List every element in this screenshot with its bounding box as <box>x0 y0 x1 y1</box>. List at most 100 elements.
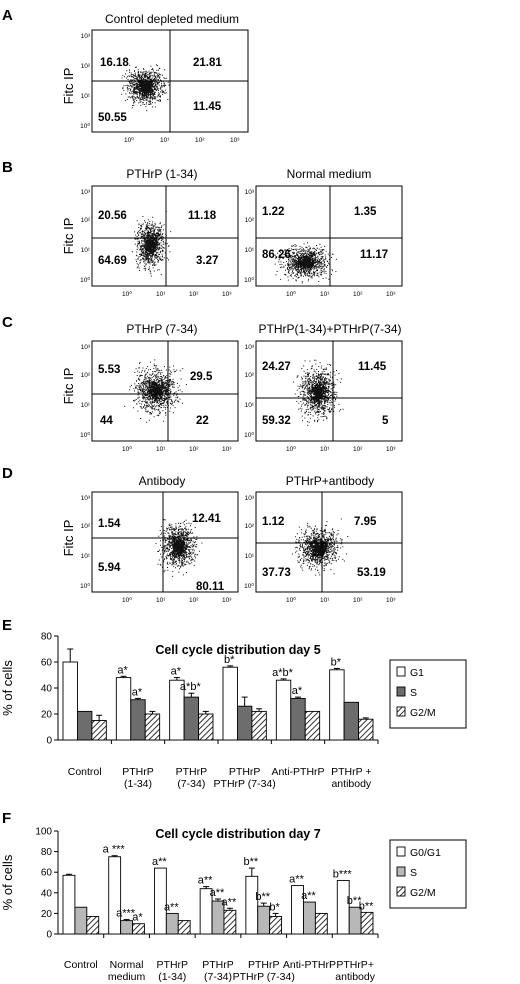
chart-title: Cell cycle distribution day 7 <box>155 827 320 841</box>
x-tick: 10³ <box>222 291 232 298</box>
y-tick-label: 20 <box>41 909 53 920</box>
legend-swatch <box>396 866 406 877</box>
x-tick-label: Anti-PTHrP <box>271 766 324 778</box>
flow-plot-c1: PTHrP (7-34) 5.53 29.5 44 22 10⁰ 10¹ 10²… <box>80 322 239 453</box>
y-tick: 10⁰ <box>244 431 254 439</box>
panel-a: A Fitc IP Control depleted medium 16.18 … <box>2 7 249 144</box>
y-tick: 10³ <box>81 344 91 351</box>
significance-label: a* <box>117 664 128 676</box>
x-tick: 10¹ <box>156 291 166 298</box>
x-tick: 10³ <box>222 446 232 453</box>
bar-chart-e: E Cell cycle distribution day 5 % of cells… <box>0 617 467 790</box>
flow-ticks-d2: 10⁰ 10¹ 10² 10³ 10⁰ 10¹ 10² 10³ <box>244 495 396 604</box>
bar <box>223 909 237 935</box>
x-tick: 10¹ <box>156 597 166 604</box>
quadrant-ur-a: 21.81 <box>193 57 222 69</box>
x-tick: 10¹ <box>156 446 166 453</box>
y-tick: 10² <box>81 217 91 224</box>
y-tick: 10² <box>245 217 255 224</box>
flow-ticks-c2: 10⁰ 10¹ 10² 10³ 10⁰ 10¹ 10² 10³ <box>244 344 396 453</box>
flow-title-c2: PTHrP(1-34)+PTHrP(7-34) <box>258 322 401 336</box>
significance-label: b*** <box>333 868 353 880</box>
panel-letter-d: D <box>2 465 13 482</box>
y-tick: 10³ <box>245 495 255 502</box>
bar <box>74 906 88 935</box>
significance-label: a** <box>222 896 237 908</box>
x-tick-label: (1-34) <box>158 971 186 983</box>
y-tick: 10⁰ <box>244 582 254 590</box>
y-tick: 10² <box>81 372 91 379</box>
y-tick: 10² <box>81 523 91 530</box>
y-axis-label-c: Fitc IP <box>61 368 76 405</box>
y-axis-label-d: Fitc IP <box>61 520 76 557</box>
x-tick: 10⁰ <box>124 136 134 144</box>
bar <box>343 701 360 741</box>
quadrant-ll-a: 50.55 <box>98 112 127 124</box>
x-tick: 10³ <box>386 446 396 453</box>
legend: G0/G1 S G2/M <box>389 839 467 909</box>
legend-label: G2/M <box>410 887 436 899</box>
quadrant-ur-d1: 12.41 <box>192 513 221 525</box>
quadrant-ul-a: 16.18 <box>100 57 129 69</box>
x-tick: 10³ <box>386 291 396 298</box>
y-tick: 10³ <box>81 33 91 40</box>
panel-b: B Fitc IP PTHrP (1-34) 20.56 11.18 64.69… <box>2 159 403 298</box>
x-tick-label: Control <box>68 766 102 778</box>
flow-frame-b1 <box>91 185 239 287</box>
legend-swatch <box>396 706 406 717</box>
significance-label: b** <box>255 891 270 903</box>
y-tick: 10⁰ <box>80 276 90 284</box>
x-tick: 10⁰ <box>122 596 132 604</box>
x-tick-label: PTHrP+ <box>336 959 374 971</box>
quadrant-lr-d2: 53.19 <box>357 567 386 579</box>
y-tick: 10¹ <box>81 402 91 409</box>
flow-frame-b2 <box>255 185 403 287</box>
scatter-dots <box>293 359 344 426</box>
y-tick-label: 60 <box>41 868 53 879</box>
flow-ticks-d1: 10⁰ 10¹ 10² 10³ 10⁰ 10¹ 10² 10³ <box>80 495 232 604</box>
y-tick: 10² <box>81 63 91 70</box>
x-tick: 10³ <box>222 597 232 604</box>
quadrant-ur-b1: 11.18 <box>188 210 217 222</box>
y-tick: 10³ <box>245 344 255 351</box>
y-tick: 10⁰ <box>80 431 90 439</box>
quadrant-lr-b2: 11.17 <box>360 249 388 261</box>
x-tick-label: PTHrP (7-34) <box>233 971 295 983</box>
scatter-dots <box>155 519 203 577</box>
scatter-dots <box>131 210 172 277</box>
y-axis-label-a: Fitc IP <box>61 68 76 105</box>
significance-label: a** <box>152 856 167 868</box>
x-tick-label: antibody <box>335 971 375 983</box>
y-tick-label: 80 <box>41 847 53 858</box>
bar <box>303 901 316 935</box>
flow-plot-b2: Normal medium 1.22 1.35 86.26 11.17 10⁰ … <box>244 167 403 298</box>
flow-plot-b1: PTHrP (1-34) 20.56 11.18 64.69 3.27 10⁰ … <box>80 167 239 298</box>
panel-letter-c: C <box>2 314 13 331</box>
bar <box>304 710 321 741</box>
x-tick-label: antibody <box>331 778 371 790</box>
bar <box>91 720 107 741</box>
y-tick-label: 20 <box>41 710 53 721</box>
x-tick-label: PTHrP <box>122 766 154 778</box>
legend-swatch <box>396 666 406 677</box>
y-tick: 10² <box>245 372 255 379</box>
legend-swatch <box>396 686 406 697</box>
y-tick-label: 40 <box>41 684 53 695</box>
x-tick: 10⁰ <box>122 290 132 298</box>
scatter-dots <box>291 518 349 576</box>
bar <box>290 697 306 741</box>
flow-plot-a: Control depleted medium 16.18 21.81 50.5… <box>80 12 249 144</box>
y-tick: 10³ <box>245 189 255 196</box>
quadrant-ul-c2: 24.27 <box>262 361 291 373</box>
panel-letter-a: A <box>2 7 13 24</box>
x-tick: 10¹ <box>160 137 170 144</box>
legend-swatch <box>396 846 406 857</box>
scatter-dots <box>121 64 170 112</box>
flow-scatter-c1 <box>124 359 187 423</box>
y-tick: 10⁰ <box>244 276 254 284</box>
quadrant-ul-d2: 1.12 <box>262 516 284 528</box>
significance-label: a* <box>132 912 143 924</box>
x-tick-label: medium <box>108 971 146 983</box>
flow-title-d1: Antibody <box>139 474 186 488</box>
